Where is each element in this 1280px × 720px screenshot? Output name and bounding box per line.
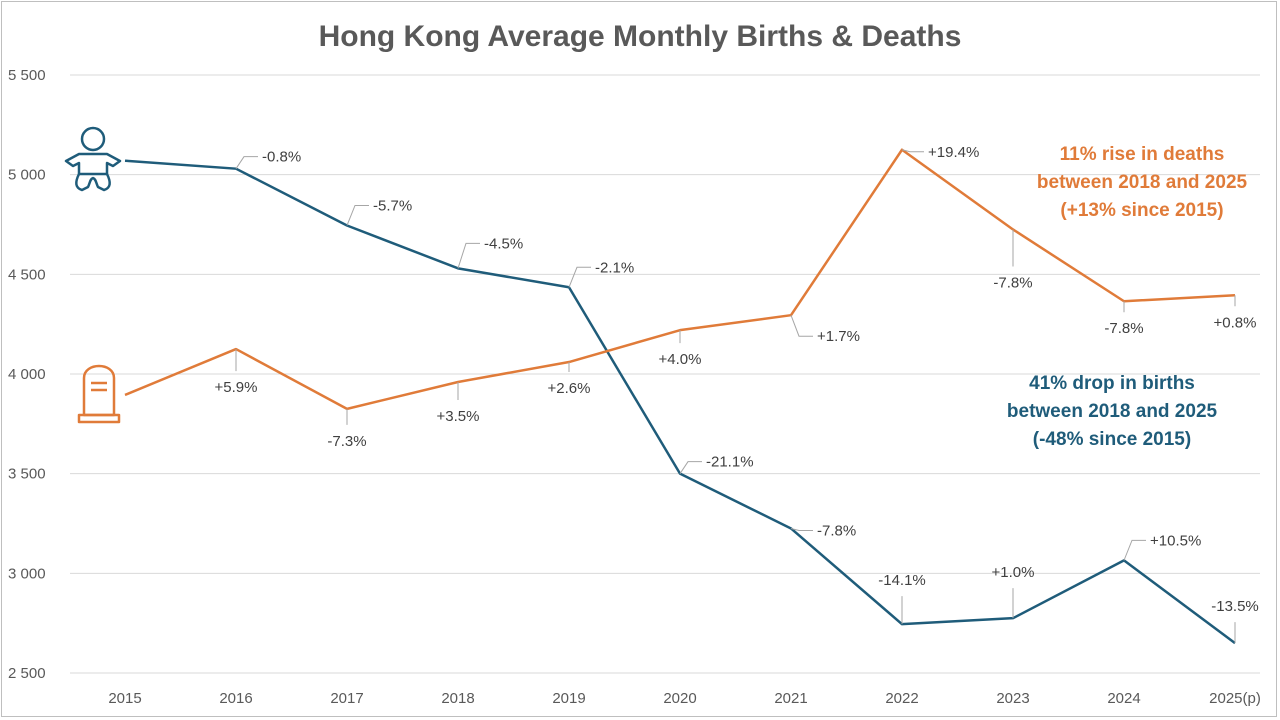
y-tick-label: 4 000: [8, 366, 46, 383]
label-leader: [457, 242, 480, 269]
data-label: -14.1%: [878, 572, 926, 589]
y-tick-label: 3 000: [8, 565, 46, 582]
gravestone-icon: [77, 364, 121, 424]
label-leader: [901, 149, 924, 153]
data-label: -5.7%: [373, 197, 412, 214]
data-label: +10.5%: [1150, 532, 1201, 549]
annotation-line: 41% drop in births: [1029, 373, 1195, 394]
annotation-line: between 2018 and 2025: [1037, 172, 1248, 193]
x-tick-label: 2023: [996, 690, 1029, 707]
data-label: +1.0%: [992, 564, 1035, 581]
x-tick-label: 2017: [330, 690, 363, 707]
y-tick-label: 2 500: [8, 665, 46, 682]
data-label: -7.8%: [817, 522, 856, 539]
data-label: -7.3%: [327, 433, 366, 450]
data-label: +2.6%: [548, 380, 591, 397]
label-leader: [790, 527, 813, 531]
annotation-line: (+13% since 2015): [1060, 200, 1223, 221]
data-label: -7.8%: [1104, 320, 1143, 337]
y-tick-label: 5 500: [8, 67, 46, 84]
data-label: -21.1%: [706, 454, 754, 471]
x-tick-label: 2021: [774, 690, 807, 707]
label-leader: [790, 315, 813, 337]
x-tick-label: 2020: [663, 690, 696, 707]
data-label: -7.8%: [993, 274, 1032, 291]
x-tick-label: 2015: [108, 690, 141, 707]
data-label: +19.4%: [928, 144, 979, 161]
data-label: +3.5%: [437, 408, 480, 425]
annotation-line: between 2018 and 2025: [1007, 401, 1218, 422]
x-tick-label: 2018: [441, 690, 474, 707]
annotation-line: 11% rise in deaths: [1060, 144, 1225, 165]
data-label: -0.8%: [262, 149, 301, 166]
label-leader: [568, 266, 591, 288]
data-label: +0.8%: [1214, 314, 1257, 331]
data-label: -2.1%: [595, 259, 634, 276]
y-tick-label: 5 000: [8, 167, 46, 184]
data-label: +4.0%: [659, 351, 702, 368]
chart-title: Hong Kong Average Monthly Births & Death…: [319, 20, 962, 53]
label-leader: [346, 204, 369, 226]
data-label: +5.9%: [215, 379, 258, 396]
data-label: -4.5%: [484, 235, 523, 252]
x-tick-label: 2024: [1107, 690, 1140, 707]
x-tick-label: 2025(p): [1209, 690, 1261, 707]
y-tick-label: 3 500: [8, 466, 46, 483]
x-tick-label: 2016: [219, 690, 252, 707]
y-tick-label: 4 500: [8, 266, 46, 283]
annotation-line: (-48% since 2015): [1033, 429, 1191, 450]
x-tick-label: 2022: [885, 690, 918, 707]
data-label: -13.5%: [1211, 598, 1259, 615]
x-tick-label: 2019: [552, 690, 585, 707]
label-leader: [1123, 539, 1146, 561]
label-leader: [235, 156, 258, 169]
baby-icon: [64, 126, 122, 192]
label-leader: [679, 461, 702, 474]
data-label: +1.7%: [817, 328, 860, 345]
